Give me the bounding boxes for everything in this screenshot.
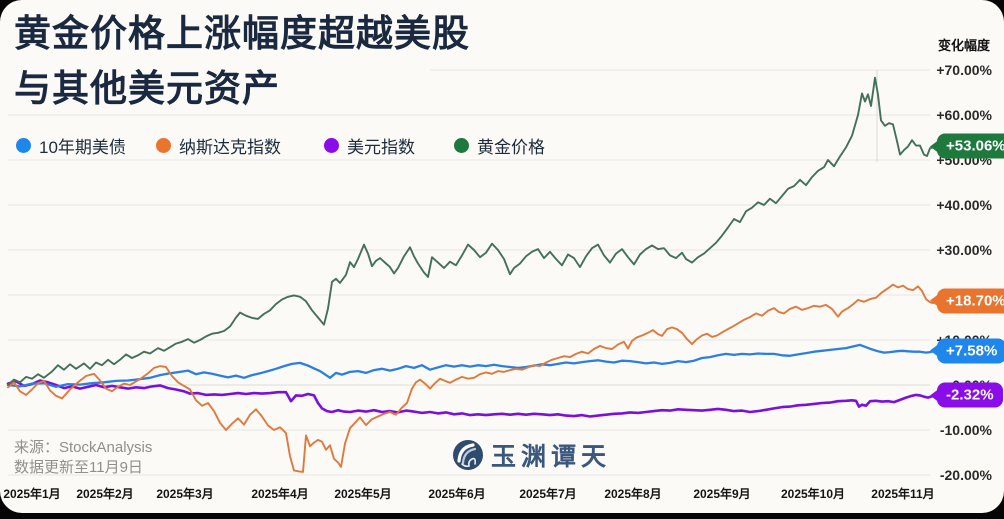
- source-note: 来源：StockAnalysis 数据更新至11月9日: [14, 438, 152, 478]
- y-axis-tick-label: +60.00%: [936, 107, 992, 123]
- x-axis-tick-label: 2025年11月: [871, 487, 935, 501]
- legend-label: 纳斯达克指数: [179, 138, 281, 157]
- x-axis-tick-label: 2025年5月: [334, 487, 392, 501]
- x-axis-tick-label: 2025年2月: [76, 487, 134, 501]
- update-date-line: 数据更新至11月9日: [14, 459, 143, 476]
- y-axis-tick-label: +70.00%: [936, 62, 992, 78]
- legend-dot-icon: [16, 138, 31, 153]
- title-line-2: 与其他美元资产: [14, 68, 280, 109]
- series-line-10年期美债: [6, 343, 938, 388]
- legend-dot-icon: [454, 138, 469, 153]
- y-axis-tick-label: -20.00%: [939, 467, 992, 483]
- watermark-logo-icon: [453, 440, 483, 470]
- series-line-美元指数: [6, 379, 938, 418]
- legend-item-10年期美债: 10年期美债: [16, 133, 126, 158]
- legend-dot-icon: [324, 138, 339, 153]
- x-axis-tick-label: 2025年8月: [604, 487, 662, 501]
- end-value-badge-10年期美债: +7.58%: [937, 338, 1004, 364]
- legend-label: 黄金价格: [477, 138, 545, 157]
- x-axis-tick-label: 2025年4月: [251, 487, 309, 501]
- end-value-badge-黄金价格: +53.06%: [937, 133, 1004, 159]
- x-axis-tick-label: 2025年7月: [519, 487, 577, 501]
- x-axis-tick-label: 2025年1月: [3, 487, 61, 501]
- legend-label: 美元指数: [347, 138, 415, 157]
- series-line-纳斯达克指数: [7, 283, 937, 473]
- legend-item-美元指数: 美元指数: [324, 133, 415, 158]
- y-axis-title: 变化幅度: [937, 38, 990, 53]
- y-axis-tick-label: +40.00%: [936, 197, 992, 213]
- source-line: 来源：StockAnalysis: [14, 439, 153, 456]
- x-axis-tick-label: 2025年3月: [156, 487, 214, 501]
- chart-title: 黄金价格上涨幅度超越美股 与其他美元资产: [14, 6, 470, 116]
- title-line-1: 黄金价格上涨幅度超越美股: [14, 13, 470, 54]
- watermark-text: 玉渊谭天: [491, 442, 612, 471]
- end-value-badge-纳斯达克指数: +18.70%: [937, 288, 1004, 314]
- legend-label: 10年期美债: [39, 138, 126, 157]
- legend-item-黄金价格: 黄金价格: [454, 133, 545, 158]
- y-axis-tick-label: +30.00%: [936, 242, 992, 258]
- x-axis-tick-label: 2025年9月: [693, 487, 751, 501]
- legend-item-纳斯达克指数: 纳斯达克指数: [156, 133, 281, 158]
- x-axis-tick-label: 2025年6月: [428, 487, 486, 501]
- y-axis-tick-label: -10.00%: [939, 422, 992, 438]
- series-line-黄金价格: [7, 76, 937, 386]
- legend-dot-icon: [156, 138, 171, 153]
- watermark: 玉渊谭天: [452, 437, 611, 473]
- end-value-badge-美元指数: -2.32%: [937, 382, 1003, 408]
- x-axis-tick-label: 2025年10月: [780, 487, 846, 501]
